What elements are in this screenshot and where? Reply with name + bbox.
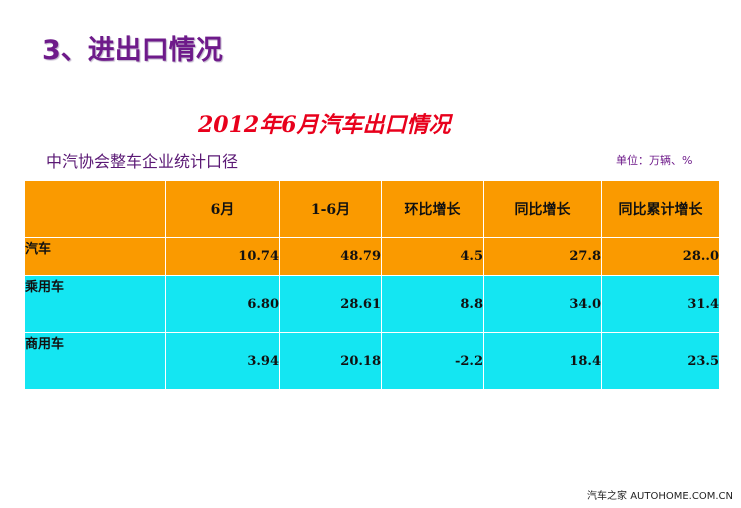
table-cell: -2.2: [381, 332, 484, 390]
unit-note: 单位：万辆、%: [616, 154, 693, 167]
header-cell-yoy-growth: 同比增长: [483, 180, 602, 238]
table-cell: 23.5: [601, 332, 720, 390]
row-label: 汽车: [24, 237, 166, 276]
table-title: 2012年6月汽车出口情况: [198, 112, 451, 138]
row-label: 商用车: [24, 332, 166, 390]
header-cell-yoy-cumulative-growth: 同比累计增长: [601, 180, 720, 238]
table-row-passenger: 乘用车 6.80 28.61 8.8 34.0 31.4: [24, 275, 720, 333]
table-header-row: 6月 1-6月 环比增长 同比增长 同比累计增长: [24, 180, 720, 238]
table-cell: 48.79: [279, 237, 382, 276]
table-cell: 10.74: [165, 237, 280, 276]
table-cell: 4.5: [381, 237, 484, 276]
export-table: 6月 1-6月 环比增长 同比增长 同比累计增长 汽车 10.74 48.79 …: [24, 180, 720, 390]
table-cell: 20.18: [279, 332, 382, 390]
header-cell-mom-growth: 环比增长: [381, 180, 484, 238]
table-subtitle: 中汽协会整车企业统计口径: [46, 152, 239, 171]
table-cell: 8.8: [381, 275, 484, 333]
table-row-vehicles: 汽车 10.74 48.79 4.5 27.8 28..0: [24, 237, 720, 276]
row-label: 乘用车: [24, 275, 166, 333]
table-cell: 28..0: [601, 237, 720, 276]
table-cell: 28.61: [279, 275, 382, 333]
table-cell: 3.94: [165, 332, 280, 390]
header-cell-empty: [24, 180, 166, 238]
header-cell-june: 6月: [165, 180, 280, 238]
table-cell: 18.4: [483, 332, 602, 390]
table-cell: 6.80: [165, 275, 280, 333]
slide-title: 3、进出口情况: [42, 35, 223, 66]
header-cell-jan-june: 1-6月: [279, 180, 382, 238]
table-cell: 31.4: [601, 275, 720, 333]
watermark: 汽车之家 AUTOHOME.COM.CN: [587, 491, 733, 502]
table-cell: 27.8: [483, 237, 602, 276]
table-cell: 34.0: [483, 275, 602, 333]
table-row-commercial: 商用车 3.94 20.18 -2.2 18.4 23.5: [24, 332, 720, 390]
